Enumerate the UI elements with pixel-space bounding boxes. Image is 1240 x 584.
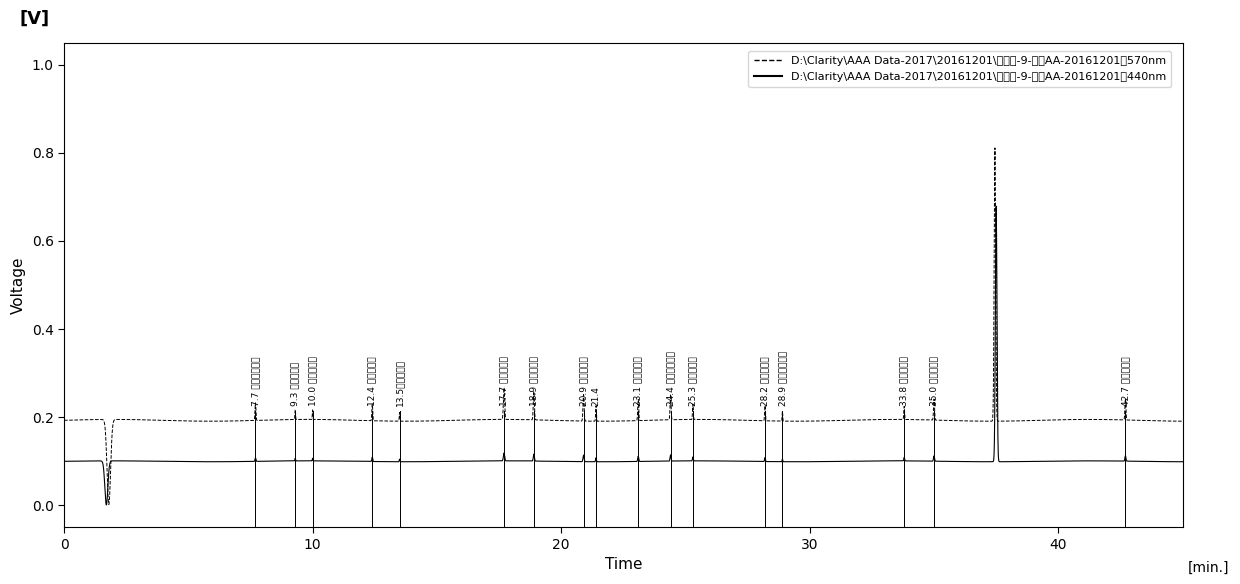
Text: 28.9 分高天门氨酸: 28.9 分高天门氨酸 [777,351,787,406]
Text: 7.7 分高天冬氨酸: 7.7 分高天冬氨酸 [250,357,260,406]
Text: 21.4: 21.4 [591,387,600,406]
Y-axis label: Voltage: Voltage [11,256,26,314]
Legend: D:\Clarity\AAA Data-2017\20161201\高明夫-9-淹青AA-20161201・570nm, D:\Clarity\AAA Data: D:\Clarity\AAA Data-2017\20161201\高明夫-9-… [749,51,1172,87]
Text: 13.5分高胺氨酸: 13.5分高胺氨酸 [396,359,404,406]
Text: [V]: [V] [20,10,50,28]
Text: 9.3 分高苏氨酸: 9.3 分高苏氨酸 [290,362,300,406]
Text: 10.0 分高苏氨酸: 10.0 分高苏氨酸 [308,356,317,406]
Text: 35.0 分高赖氨酸: 35.0 分高赖氨酸 [930,356,939,406]
X-axis label: Time: Time [605,557,642,572]
Text: 28.2 分高脱氨酸: 28.2 分高脱氨酸 [760,357,770,406]
Text: 20.9 分高内氨酸: 20.9 分高内氨酸 [579,356,588,406]
Text: 24.4 分高分支氨酸: 24.4 分高分支氨酸 [666,352,675,406]
Text: 42.7 分高精氨酸: 42.7 分高精氨酸 [1121,357,1130,406]
Text: 25.3 分高实氨酸: 25.3 分高实氨酸 [688,356,697,406]
Text: 12.4 分高脂氨酸: 12.4 分高脂氨酸 [368,357,377,406]
Text: 18.9 分高内氨酸: 18.9 分高内氨酸 [529,356,538,406]
Text: 33.8 分高赖氨酸: 33.8 分高赖氨酸 [900,356,909,406]
Text: 23.1 分高苯氨酸: 23.1 分高苯氨酸 [634,356,642,406]
Text: [min.]: [min.] [1188,561,1230,575]
Text: 17.7 分高甲氨酸: 17.7 分高甲氨酸 [500,356,508,406]
